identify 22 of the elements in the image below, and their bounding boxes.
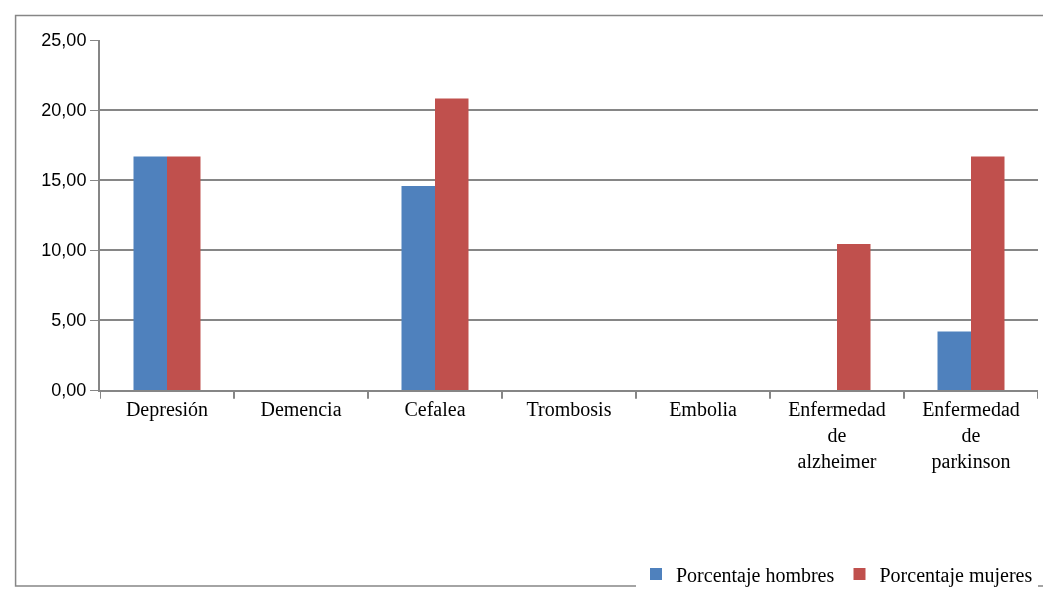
bar: [435, 98, 469, 390]
bar: [133, 156, 167, 390]
legend-label: Porcentaje mujeres: [879, 563, 1033, 587]
bar: [971, 156, 1005, 390]
x-tick-label: Enfermedad de alzheimer: [788, 398, 886, 472]
y-tick-label: 15,00: [41, 170, 87, 191]
bar: [937, 331, 971, 390]
x-tick-label: Demencia: [260, 398, 342, 420]
y-tick-label: 25,00: [41, 30, 87, 51]
y-tick-label: 20,00: [41, 100, 87, 121]
bar: [837, 244, 871, 390]
bar: [401, 185, 435, 390]
x-tick-label: Cefalea: [404, 398, 466, 420]
x-tick-label: Depresión: [125, 398, 209, 421]
y-tick-label: 0,00: [51, 380, 87, 401]
y-tick-label: 5,00: [51, 310, 87, 331]
legend-label: Porcentaje hombres: [676, 563, 835, 587]
y-tick-label: 10,00: [41, 240, 87, 261]
x-tick-label: Trombosis: [526, 398, 612, 420]
bar: [167, 156, 201, 390]
x-tick-label: Embolia: [669, 398, 737, 420]
x-tick-label: Enfermedad de parkinson: [922, 398, 1020, 473]
